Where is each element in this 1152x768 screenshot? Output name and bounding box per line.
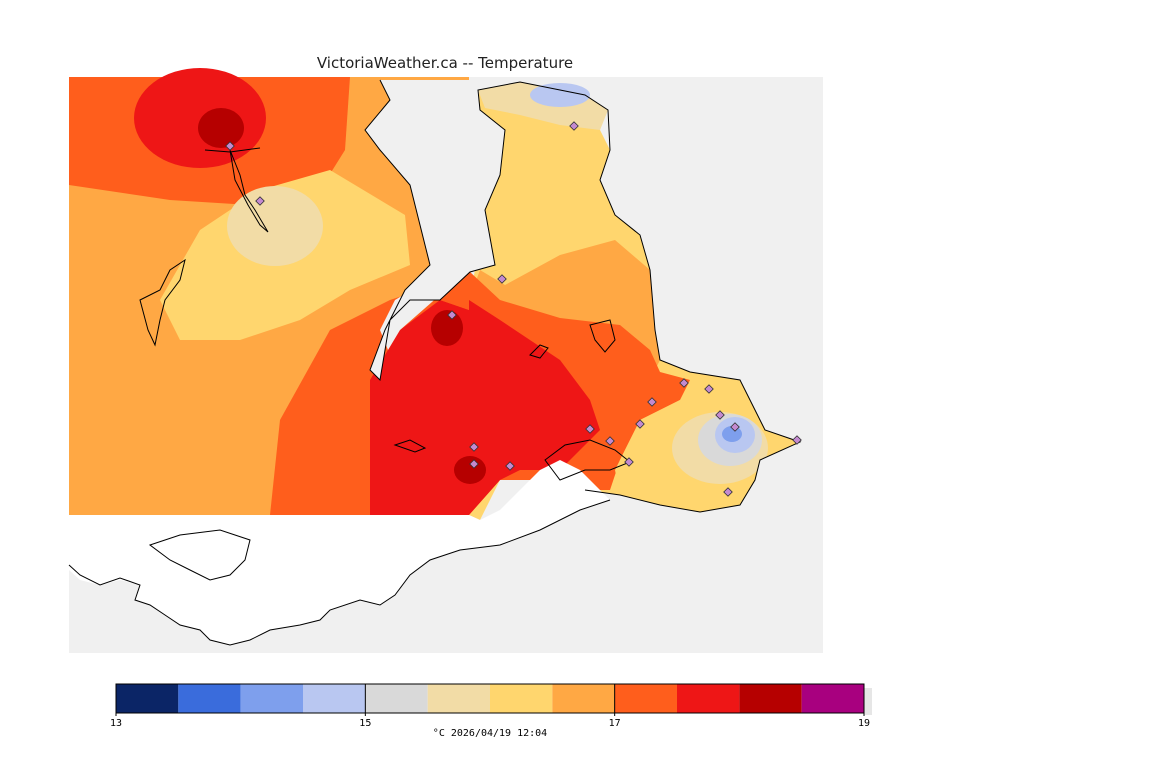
station-marker[interactable] xyxy=(469,442,479,452)
legend-bin xyxy=(739,684,802,713)
station-marker[interactable] xyxy=(723,487,733,497)
legend-tick-labels: 13 15 17 19 xyxy=(110,684,870,729)
legend-color-bins xyxy=(115,683,872,715)
station-marker[interactable] xyxy=(447,310,457,320)
legend-bin xyxy=(178,684,241,713)
station-marker[interactable] xyxy=(469,459,479,469)
east-land-contours xyxy=(431,82,800,520)
legend-bin xyxy=(303,684,366,713)
legend-bin xyxy=(490,684,553,713)
legend-footer: °C 2026/04/19 12:04 xyxy=(432,728,548,739)
station-marker[interactable] xyxy=(715,410,725,420)
legend-bin xyxy=(614,684,677,713)
station-marker[interactable] xyxy=(225,141,235,151)
water-areas xyxy=(365,77,823,653)
legend-tick-label: 15 xyxy=(359,718,371,729)
legend-tick-label: 19 xyxy=(858,718,870,729)
station-marker[interactable] xyxy=(255,196,265,206)
station-marker[interactable] xyxy=(505,461,515,471)
legend-tick-label: 13 xyxy=(110,718,122,729)
legend-bin xyxy=(116,684,179,713)
station-marker[interactable] xyxy=(679,378,689,388)
legend-bin xyxy=(677,684,740,713)
legend-bin xyxy=(365,684,428,713)
legend-tick-label: 17 xyxy=(609,718,621,729)
station-marker[interactable] xyxy=(792,435,802,445)
station-marker[interactable] xyxy=(730,422,740,432)
map-title: VictoriaWeather.ca -- Temperature xyxy=(316,54,574,72)
station-marker[interactable] xyxy=(624,457,634,467)
legend-bin xyxy=(240,684,303,713)
legend-bin xyxy=(427,684,490,713)
station-marker[interactable] xyxy=(497,274,507,284)
station-marker[interactable] xyxy=(635,419,645,429)
legend-bin xyxy=(552,684,615,713)
station-marker[interactable] xyxy=(605,436,615,446)
southern-landmass xyxy=(69,460,610,645)
station-marker[interactable] xyxy=(704,384,714,394)
station-marker[interactable] xyxy=(647,397,657,407)
legend-bin xyxy=(801,684,864,713)
station-markers xyxy=(225,121,802,497)
station-marker[interactable] xyxy=(585,424,595,434)
coastlines xyxy=(68,79,802,646)
legend-shadow xyxy=(864,688,872,715)
station-marker[interactable] xyxy=(569,121,579,131)
west-land-contours xyxy=(69,68,470,515)
